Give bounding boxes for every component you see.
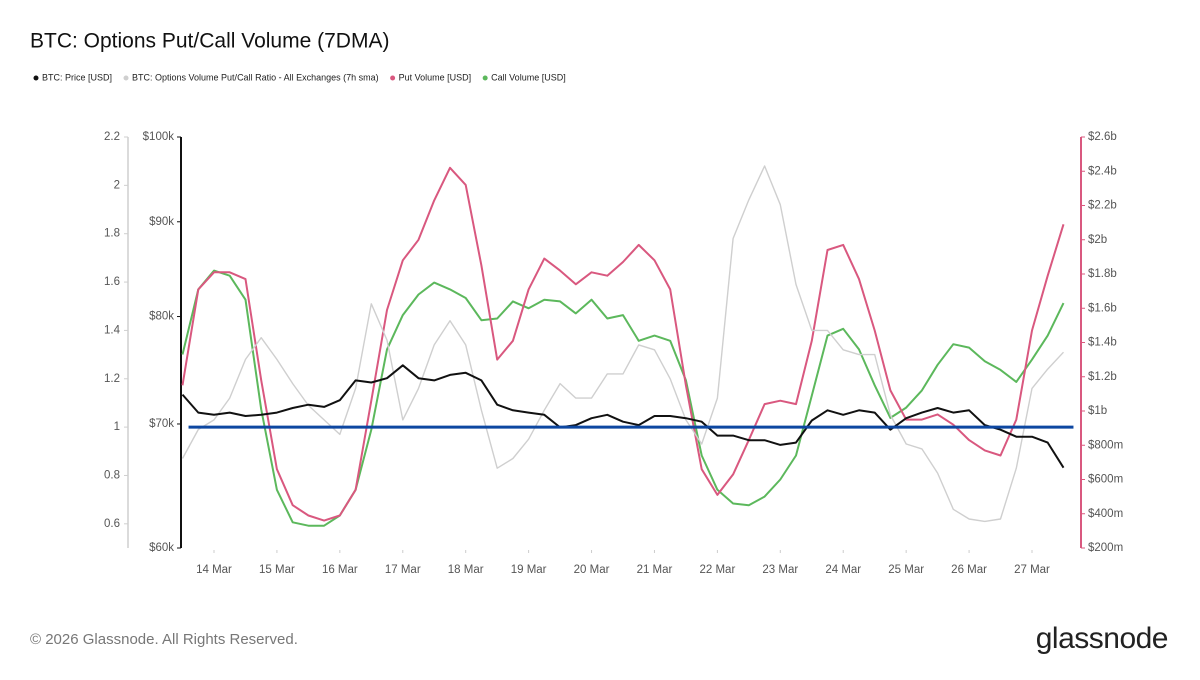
x-tick-label: 15 Mar [259, 564, 295, 576]
x-tick-label: 25 Mar [888, 564, 924, 576]
y2-tick-label: $200m [1088, 542, 1123, 554]
y2-tick-label: $1.6b [1088, 302, 1117, 314]
y-tick-label: 2.2 [104, 131, 120, 143]
copyright: © 2026 Glassnode. All Rights Reserved. [30, 631, 298, 648]
series-line [181, 166, 1065, 522]
y2-tick-label: $2.4b [1088, 165, 1117, 177]
x-tick-label: 27 Mar [1014, 564, 1050, 576]
y-tick-label: 1.6 [104, 276, 120, 288]
x-tick-label: 19 Mar [511, 564, 547, 576]
legend-label: Call Volume [USD] [491, 72, 566, 82]
legend-marker [482, 75, 488, 81]
y-tick-label: 1.2 [104, 373, 120, 385]
y-tick-label: 0.6 [104, 518, 120, 530]
y-tick-label: 1.4 [104, 324, 121, 336]
chart-title: BTC: Options Put/Call Volume (7DMA) [30, 30, 389, 53]
x-tick-label: 18 Mar [448, 564, 484, 576]
legend-label: BTC: Options Volume Put/Call Ratio - All… [132, 72, 379, 82]
y-tick-label: 1.8 [104, 228, 120, 240]
y3-tick-label: $70k [149, 418, 174, 430]
y3-tick-label: $100k [143, 131, 175, 143]
y2-tick-label: $1.8b [1088, 268, 1117, 280]
y2-tick-label: $600m [1088, 474, 1123, 486]
x-tick-label: 16 Mar [322, 564, 358, 576]
y2-tick-label: $1.4b [1088, 337, 1117, 349]
x-tick-label: 22 Mar [699, 564, 735, 576]
legend-marker [123, 75, 129, 81]
y3-tick-label: $60k [149, 542, 174, 554]
x-tick-label: 20 Mar [574, 564, 610, 576]
series-line [181, 364, 1065, 469]
y-tick-label: 1 [114, 421, 120, 433]
brand-logo: glassnode [1036, 622, 1168, 655]
y2-tick-label: $400m [1088, 508, 1123, 520]
y-tick-label: 2 [114, 179, 120, 191]
x-tick-label: 23 Mar [762, 564, 798, 576]
y2-tick-label: $2.2b [1088, 200, 1117, 212]
y2-tick-label: $2.6b [1088, 131, 1117, 143]
x-tick-label: 24 Mar [825, 564, 861, 576]
y2-tick-label: $2b [1088, 234, 1107, 246]
x-tick-label: 21 Mar [637, 564, 673, 576]
y3-tick-label: $80k [149, 311, 174, 323]
y-tick-label: 0.8 [104, 470, 120, 482]
legend-marker [390, 75, 396, 81]
legend-label: Put Volume [USD] [399, 72, 472, 82]
x-tick-label: 14 Mar [196, 564, 232, 576]
y2-tick-label: $800m [1088, 439, 1123, 451]
y2-tick-label: $1b [1088, 405, 1107, 417]
x-tick-label: 17 Mar [385, 564, 421, 576]
series-line [181, 165, 1065, 523]
y3-tick-label: $90k [149, 216, 174, 228]
series-line [181, 269, 1065, 527]
legend-label: BTC: Price [USD] [42, 72, 112, 82]
y2-tick-label: $1.2b [1088, 371, 1117, 383]
legend-marker [33, 75, 39, 81]
x-tick-label: 26 Mar [951, 564, 987, 576]
